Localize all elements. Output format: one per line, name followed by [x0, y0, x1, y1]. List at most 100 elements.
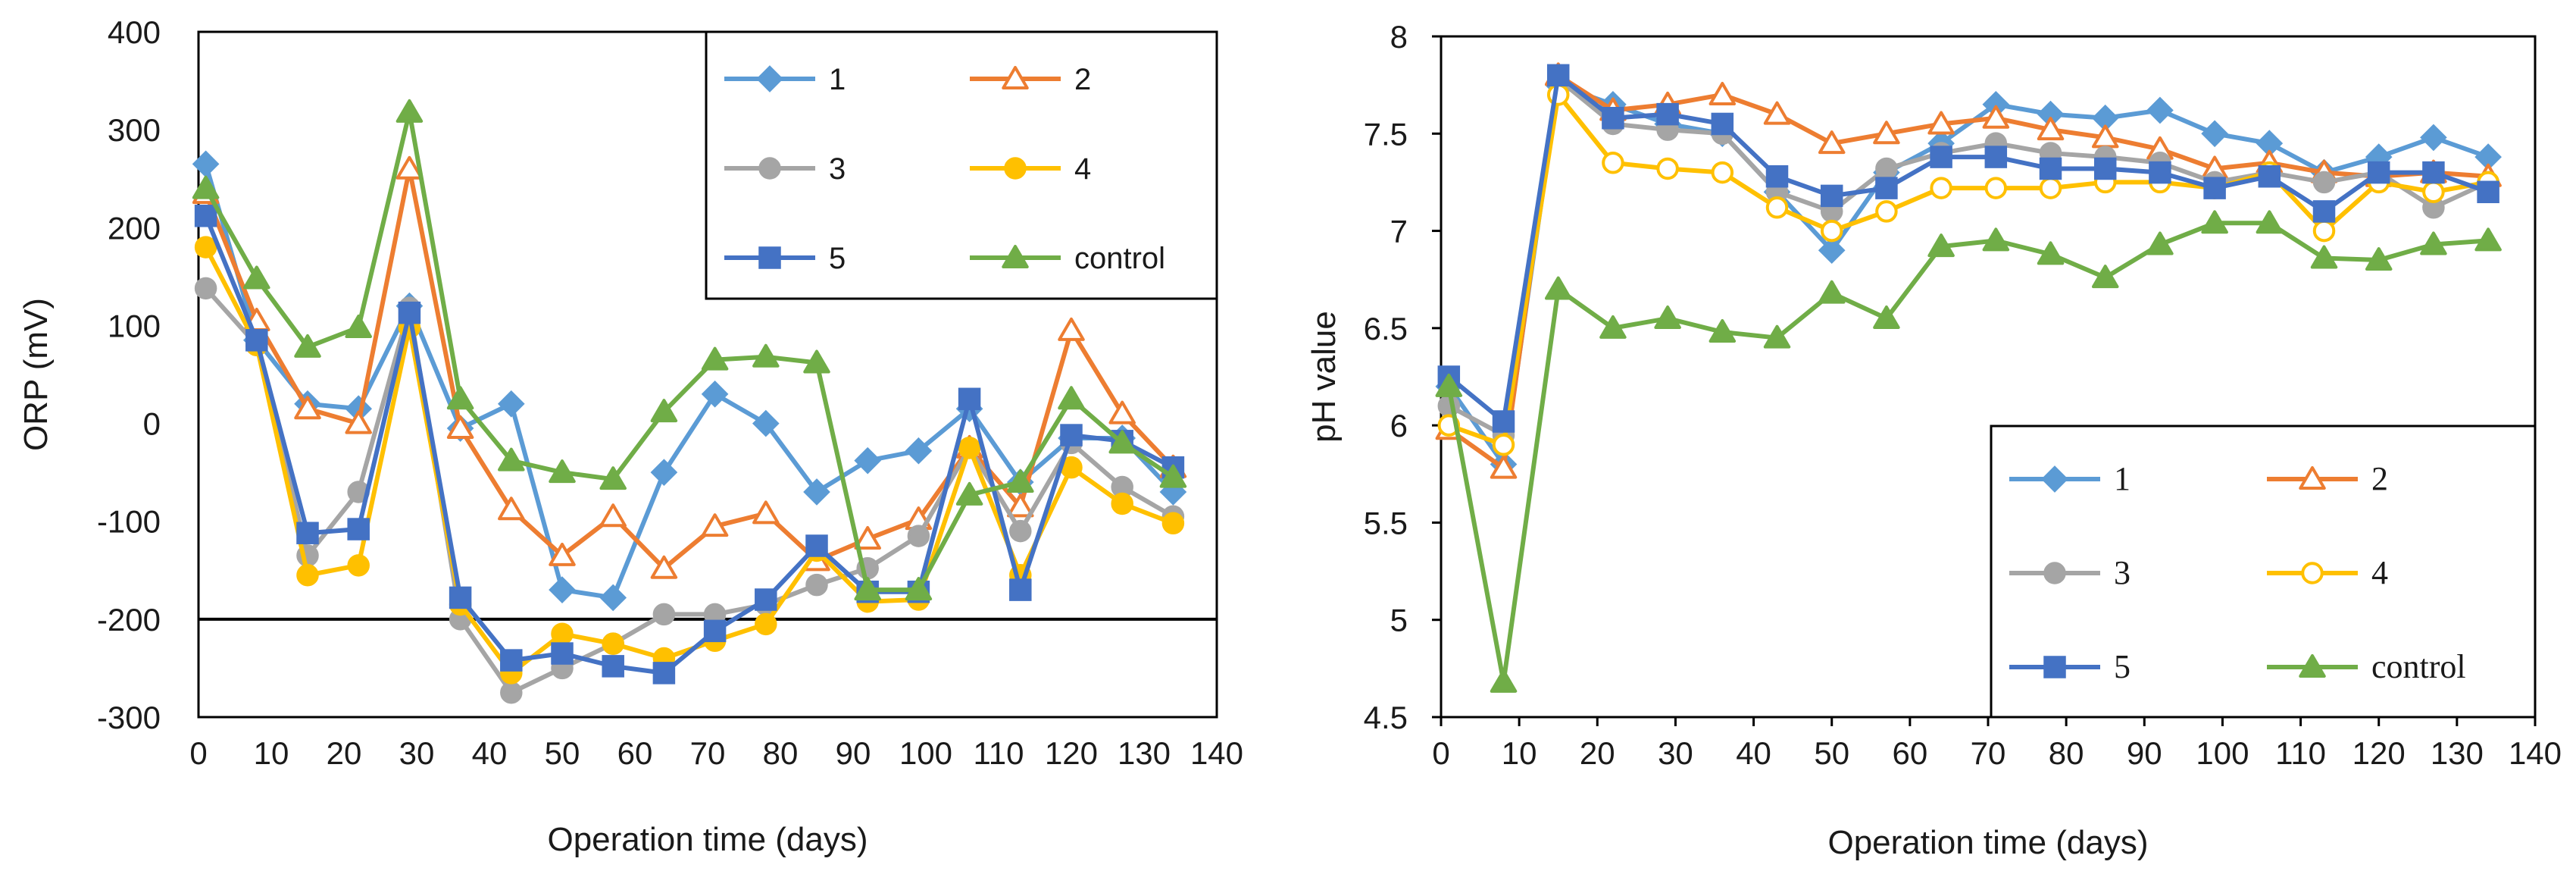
ph-data-point	[1765, 196, 1789, 219]
orp-x-tick-label: 100	[899, 735, 952, 771]
orp-data-point	[805, 573, 828, 597]
orp-legend: 1 2 3 4 5 control	[705, 30, 1218, 300]
orp-legend-label: 2	[1074, 63, 1091, 96]
ph-data-point	[1873, 305, 1900, 330]
orp-series-control	[192, 99, 1187, 601]
ph-data-point	[1544, 276, 1572, 300]
ph-x-tick-label: 30	[1658, 735, 1693, 771]
ph-data-point	[1490, 455, 1518, 479]
orp-legend-marker	[1004, 157, 1027, 180]
ph-series-4	[1437, 83, 2499, 456]
ph-series-5	[1437, 64, 2499, 433]
orp-data-point	[294, 334, 321, 358]
ph-data-point	[2146, 96, 2174, 124]
ph-data-point	[2420, 124, 2447, 152]
ph-x-tick-label: 140	[2509, 735, 2562, 771]
ph-data-point	[1984, 177, 2008, 199]
ph-series-line	[1446, 221, 2489, 685]
orp-data-point	[1007, 469, 1034, 493]
ph-legend-marker	[2299, 654, 2326, 678]
orp-data-point	[1111, 492, 1133, 515]
ph-x-tick-label: 110	[2275, 735, 2326, 771]
ph-data-point	[1984, 146, 2008, 168]
ph-data-point	[1930, 146, 1952, 168]
orp-data-point	[854, 446, 882, 475]
ph-data-point	[2091, 265, 2119, 289]
orp-legend-marker	[756, 65, 783, 92]
orp-data-point	[194, 236, 217, 258]
ph-data-point	[2474, 227, 2502, 252]
ph-y-tick-label: 8	[1390, 19, 1408, 55]
ph-legend: 1 2 3 4 5 control	[1990, 425, 2537, 719]
orp-data-point	[701, 381, 729, 408]
orp-y-tick-label: -100	[97, 504, 161, 540]
orp-legend-entry: 1	[724, 63, 846, 96]
ph-y-tick-label: 4.5	[1364, 700, 1408, 735]
orp-data-point	[958, 387, 981, 411]
orp-data-point	[755, 612, 777, 636]
ph-data-point	[1435, 373, 1463, 397]
ph-data-point	[1711, 161, 1734, 184]
orp-legend-label: control	[1074, 242, 1165, 275]
orp-data-point	[602, 655, 624, 678]
ph-y-tick-label: 6	[1390, 408, 1408, 443]
ph-data-point	[1927, 233, 1955, 258]
ph-x-tick-label: 80	[2049, 735, 2084, 771]
ph-data-point	[1820, 219, 1843, 243]
ph-data-point	[1982, 227, 2010, 252]
orp-x-tick-label: 0	[189, 735, 207, 771]
ph-data-point	[2310, 245, 2338, 269]
ph-x-tick-label: 120	[2352, 735, 2406, 771]
ph-series-line	[1447, 73, 2489, 471]
orp-data-point	[1007, 493, 1034, 518]
orp-data-point	[650, 399, 678, 423]
ph-legend-entry: 5	[2009, 648, 2131, 685]
orp-x-tick-label: 60	[617, 735, 653, 771]
orp-data-point	[650, 459, 678, 486]
orp-data-point	[551, 642, 574, 665]
ph-x-tick-label: 50	[1814, 735, 1849, 771]
ph-legend-marker	[2299, 466, 2326, 490]
ph-data-point	[1818, 280, 1846, 304]
orp-data-point	[243, 265, 270, 290]
orp-x-tick-label: 140	[1190, 735, 1243, 771]
orp-data-point	[905, 437, 933, 465]
ph-data-point	[1492, 434, 1515, 456]
orp-data-point	[497, 390, 525, 418]
orp-data-point	[701, 346, 729, 371]
ph-data-point	[1873, 121, 1900, 145]
ph-data-point	[1602, 107, 1624, 130]
orp-x-tick-label: 30	[399, 735, 435, 771]
orp-data-point	[803, 478, 830, 506]
ph-data-point	[2422, 180, 2445, 204]
orp-data-point	[345, 410, 372, 434]
ph-y-tick-label: 5	[1390, 603, 1408, 638]
orp-y-tick-label: 0	[143, 406, 161, 442]
ph-data-point	[2201, 120, 2228, 148]
orp-data-point	[192, 175, 220, 199]
orp-x-tick-label: 130	[1118, 735, 1171, 771]
ph-data-point	[1708, 318, 1737, 343]
ph-data-point	[1982, 105, 2010, 129]
ph-data-point	[2149, 161, 2171, 184]
ph-legend-label: 5	[2114, 648, 2131, 685]
ph-data-point	[2201, 210, 2228, 234]
orp-x-tick-label: 20	[327, 735, 362, 771]
ph-legend-entry: 1	[2009, 460, 2131, 497]
orp-data-point	[805, 534, 828, 557]
orp-data-point	[652, 662, 676, 685]
ph-data-point	[2037, 241, 2065, 265]
orp-data-point	[752, 343, 780, 368]
orp-x-tick-label: 80	[763, 735, 799, 771]
orp-data-point	[1058, 386, 1085, 410]
ph-data-point	[1818, 237, 1846, 265]
orp-y-tick-label: 200	[108, 210, 161, 246]
ph-data-point	[2420, 231, 2447, 255]
orp-data-point	[599, 584, 627, 612]
ph-data-point	[1490, 669, 1518, 693]
orp-y-tick-label: -200	[97, 602, 161, 638]
orp-data-point	[551, 622, 574, 645]
ph-x-axis-label: Operation time (days)	[1827, 824, 2148, 861]
ph-data-point	[1708, 81, 1737, 105]
